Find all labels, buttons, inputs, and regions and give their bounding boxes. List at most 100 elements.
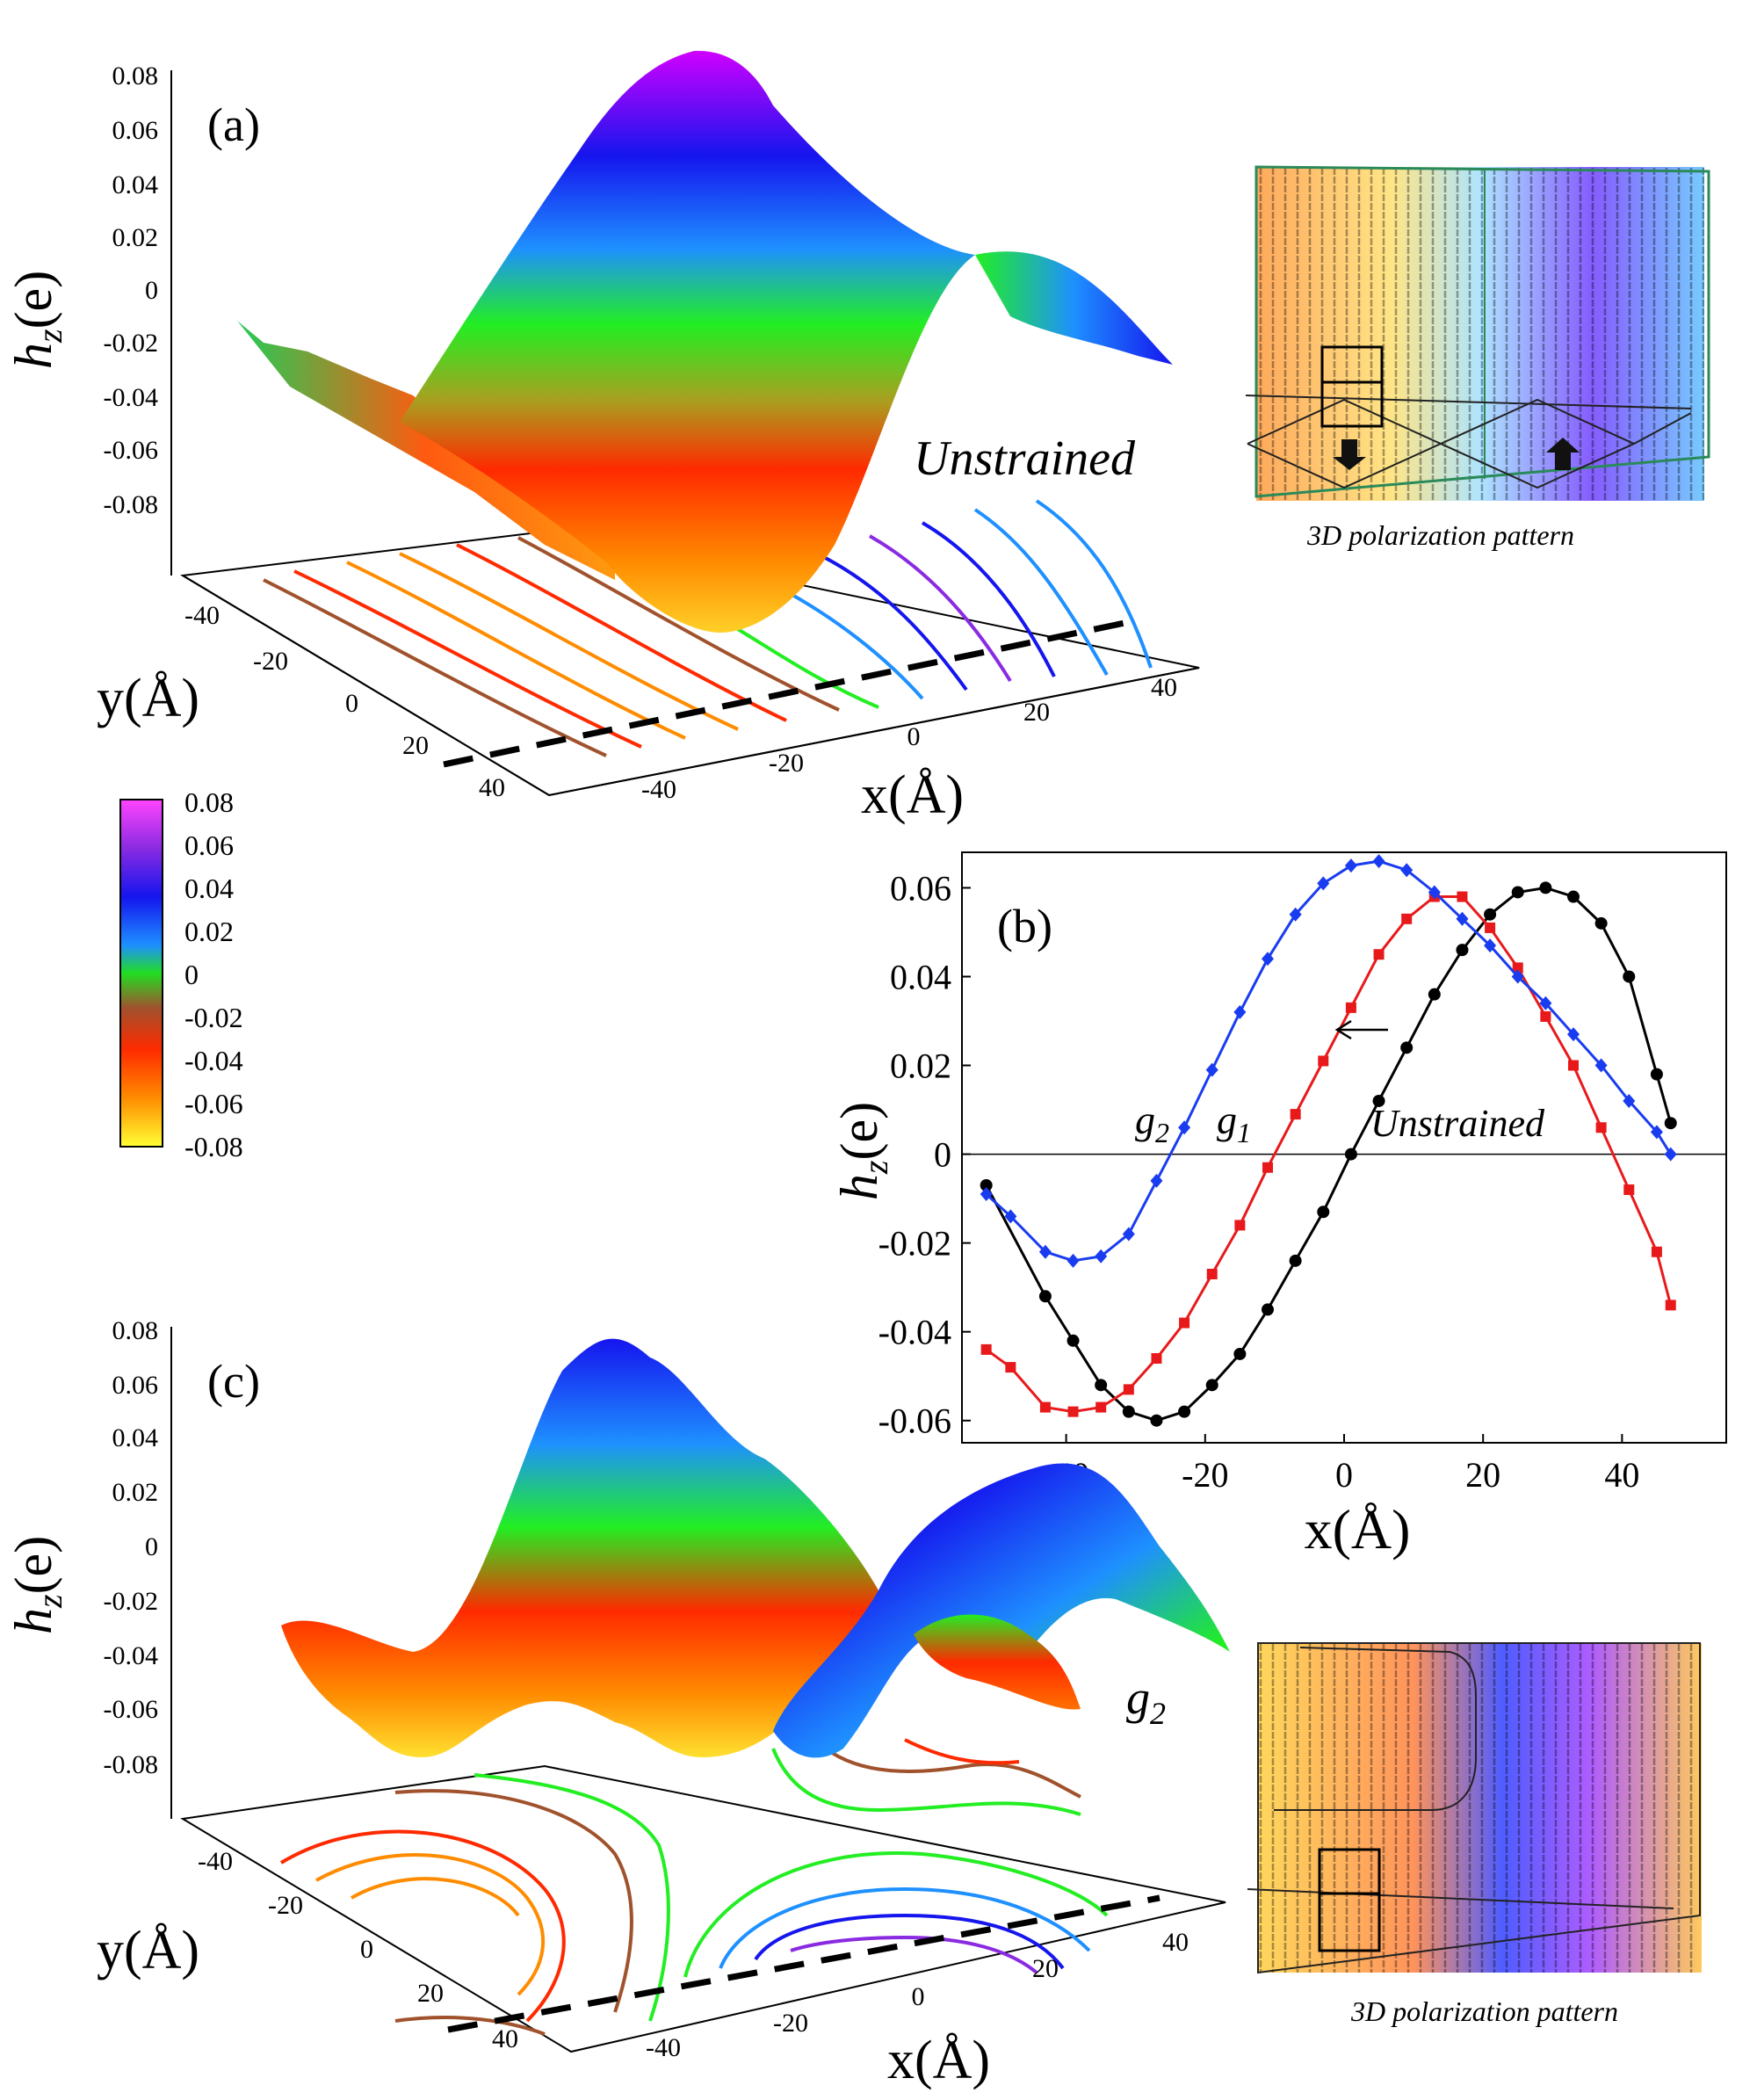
x-tick-label: 0 [1335,1455,1353,1495]
panel-c: 0.08 0.06 0.04 0.02 0 -0.02 -0.04 -0.06 … [4,1316,1230,2090]
data-point-unstrained [1178,1405,1191,1418]
panel-c-y-tick: -20 [268,1891,303,1920]
panel-c-surface-ridge-right [773,1463,1230,1758]
data-point-g1 [1485,922,1496,933]
panel-a-x-tick: -20 [769,749,804,778]
contour-line [771,1748,1081,1816]
data-point-g1 [1665,1300,1676,1311]
panel-a-surface-ridge [400,50,975,634]
panel-c-x-tick: 40 [1162,1928,1189,1957]
contour-line [394,2015,546,2036]
data-point-unstrained [1066,1334,1080,1347]
data-point-unstrained [1233,1347,1247,1360]
panel-a-z-tick: -0.06 [104,436,159,465]
data-point-g1 [1123,1384,1134,1395]
data-point-g2 [1594,1058,1608,1073]
y-tick-label: -0.02 [878,1224,951,1264]
panel-a-annotation: Unstrained [914,431,1136,486]
data-point-g2 [1539,996,1552,1010]
panel-b-plot-frame [961,851,1727,1444]
inset-top-caption: 3D polarization pattern [1306,519,1574,551]
data-point-unstrained [1456,944,1469,957]
colorbar-tick: -0.04 [184,1045,243,1076]
data-point-g2 [1372,854,1385,869]
panel-c-z-tick: -0.06 [104,1695,159,1724]
panel-a-y-axis [182,575,550,796]
data-point-g2 [1623,1093,1636,1108]
panel-c-base-plane [180,1764,1226,2053]
panel-c-x-tick: 20 [1032,1954,1059,1983]
panel-b-label-g1: g1 [1217,1097,1251,1148]
data-point-g2 [1511,969,1524,984]
data-point-unstrained [1095,1379,1108,1392]
data-point-unstrained [1317,1206,1330,1219]
y-tick-label: 0 [934,1135,951,1175]
panel-c-y-tick: 40 [492,2024,518,2053]
inset-top-box [1254,165,1710,498]
panel-c-surface-pit [914,1614,1081,1710]
panel-c-z-tick: 0 [145,1532,158,1561]
data-point-g1 [1457,891,1468,902]
data-point-unstrained [1664,1117,1677,1130]
colorbar-tick: 0.06 [184,829,234,861]
inset-top-plane-line [1245,395,1692,409]
data-point-g2 [1456,911,1469,926]
colorbar-gradient [119,799,163,1148]
y-tick-label: -0.04 [878,1313,951,1352]
data-point-g1 [1568,1060,1579,1071]
colorbar-tick: 0.04 [184,873,234,904]
data-point-unstrained [1594,916,1608,930]
panel-a-y-ticks: -40 -20 0 20 40 [184,601,505,802]
panel-a-z-axis-label: hz(e) [4,271,69,369]
panel-a-x-tick: 0 [907,722,921,751]
colorbar-ticks: 0.08 0.06 0.04 0.02 0 -0.02 -0.04 -0.06 … [184,786,243,1162]
panel-c-x-tick: 0 [912,1982,925,2011]
panel-c-z-tick: -0.08 [104,1750,159,1779]
colorbar-tick: 0.02 [184,916,234,947]
colorbar-tick: 0.08 [184,786,234,818]
panel-b-label: (b) [997,900,1052,952]
series-line-g2 [985,859,1672,1263]
panel-a-y-tick: 40 [479,773,505,802]
data-point-g2 [1650,1125,1663,1140]
contour-line [921,521,1056,677]
data-point-g1 [1151,1353,1162,1364]
data-point-g1 [1623,1184,1635,1195]
data-point-g1 [1067,1406,1079,1417]
panel-b-label-g2: g2 [1135,1097,1169,1148]
data-point-g2 [1122,1227,1135,1242]
panel-a-x-axis [548,667,1200,796]
data-point-g1 [1595,1122,1607,1133]
contour-line [351,1877,520,1917]
y-tick-label: 0.02 [890,1046,951,1086]
panel-c-z-tick: 0.06 [112,1371,159,1400]
panel-a-x-tick: 20 [1023,698,1050,727]
y-tick-label: 0.04 [890,957,951,996]
data-point-g1 [1206,1269,1218,1279]
panel-a-z-tick: 0 [145,276,158,305]
panel-c-x-tick: -40 [646,2033,681,2062]
panel-b-y-axis-label: hz(e) [830,1102,895,1200]
panel-c-y-tick: 0 [360,1935,373,1964]
data-point-g2 [1095,1249,1108,1264]
panel-a-z-tick: -0.04 [104,383,159,412]
panel-a-z-tick: 0.02 [112,223,159,252]
contour-line [754,1913,1065,1970]
contour-line [824,1747,1081,1799]
colorbar-tick: -0.08 [184,1131,243,1162]
data-point-g1 [980,1343,992,1355]
panel-a-y-tick: -40 [184,601,220,630]
panel-a-contours [263,499,1153,757]
panel-c-z-tick: 0.02 [112,1478,159,1507]
panel-c-surface-ridge-left [281,1338,878,1757]
panel-a-y-tick: 0 [345,689,358,718]
panel-a-x-axis-label: x(Å) [861,765,964,825]
data-point-unstrained [1262,1303,1274,1316]
panel-c-z-axis-label: hz(e) [4,1536,69,1634]
y-tick-label: 0.06 [890,868,951,908]
data-point-unstrained [1484,908,1497,921]
colorbar-tick: 0 [184,959,199,990]
data-point-unstrained [1567,890,1580,903]
